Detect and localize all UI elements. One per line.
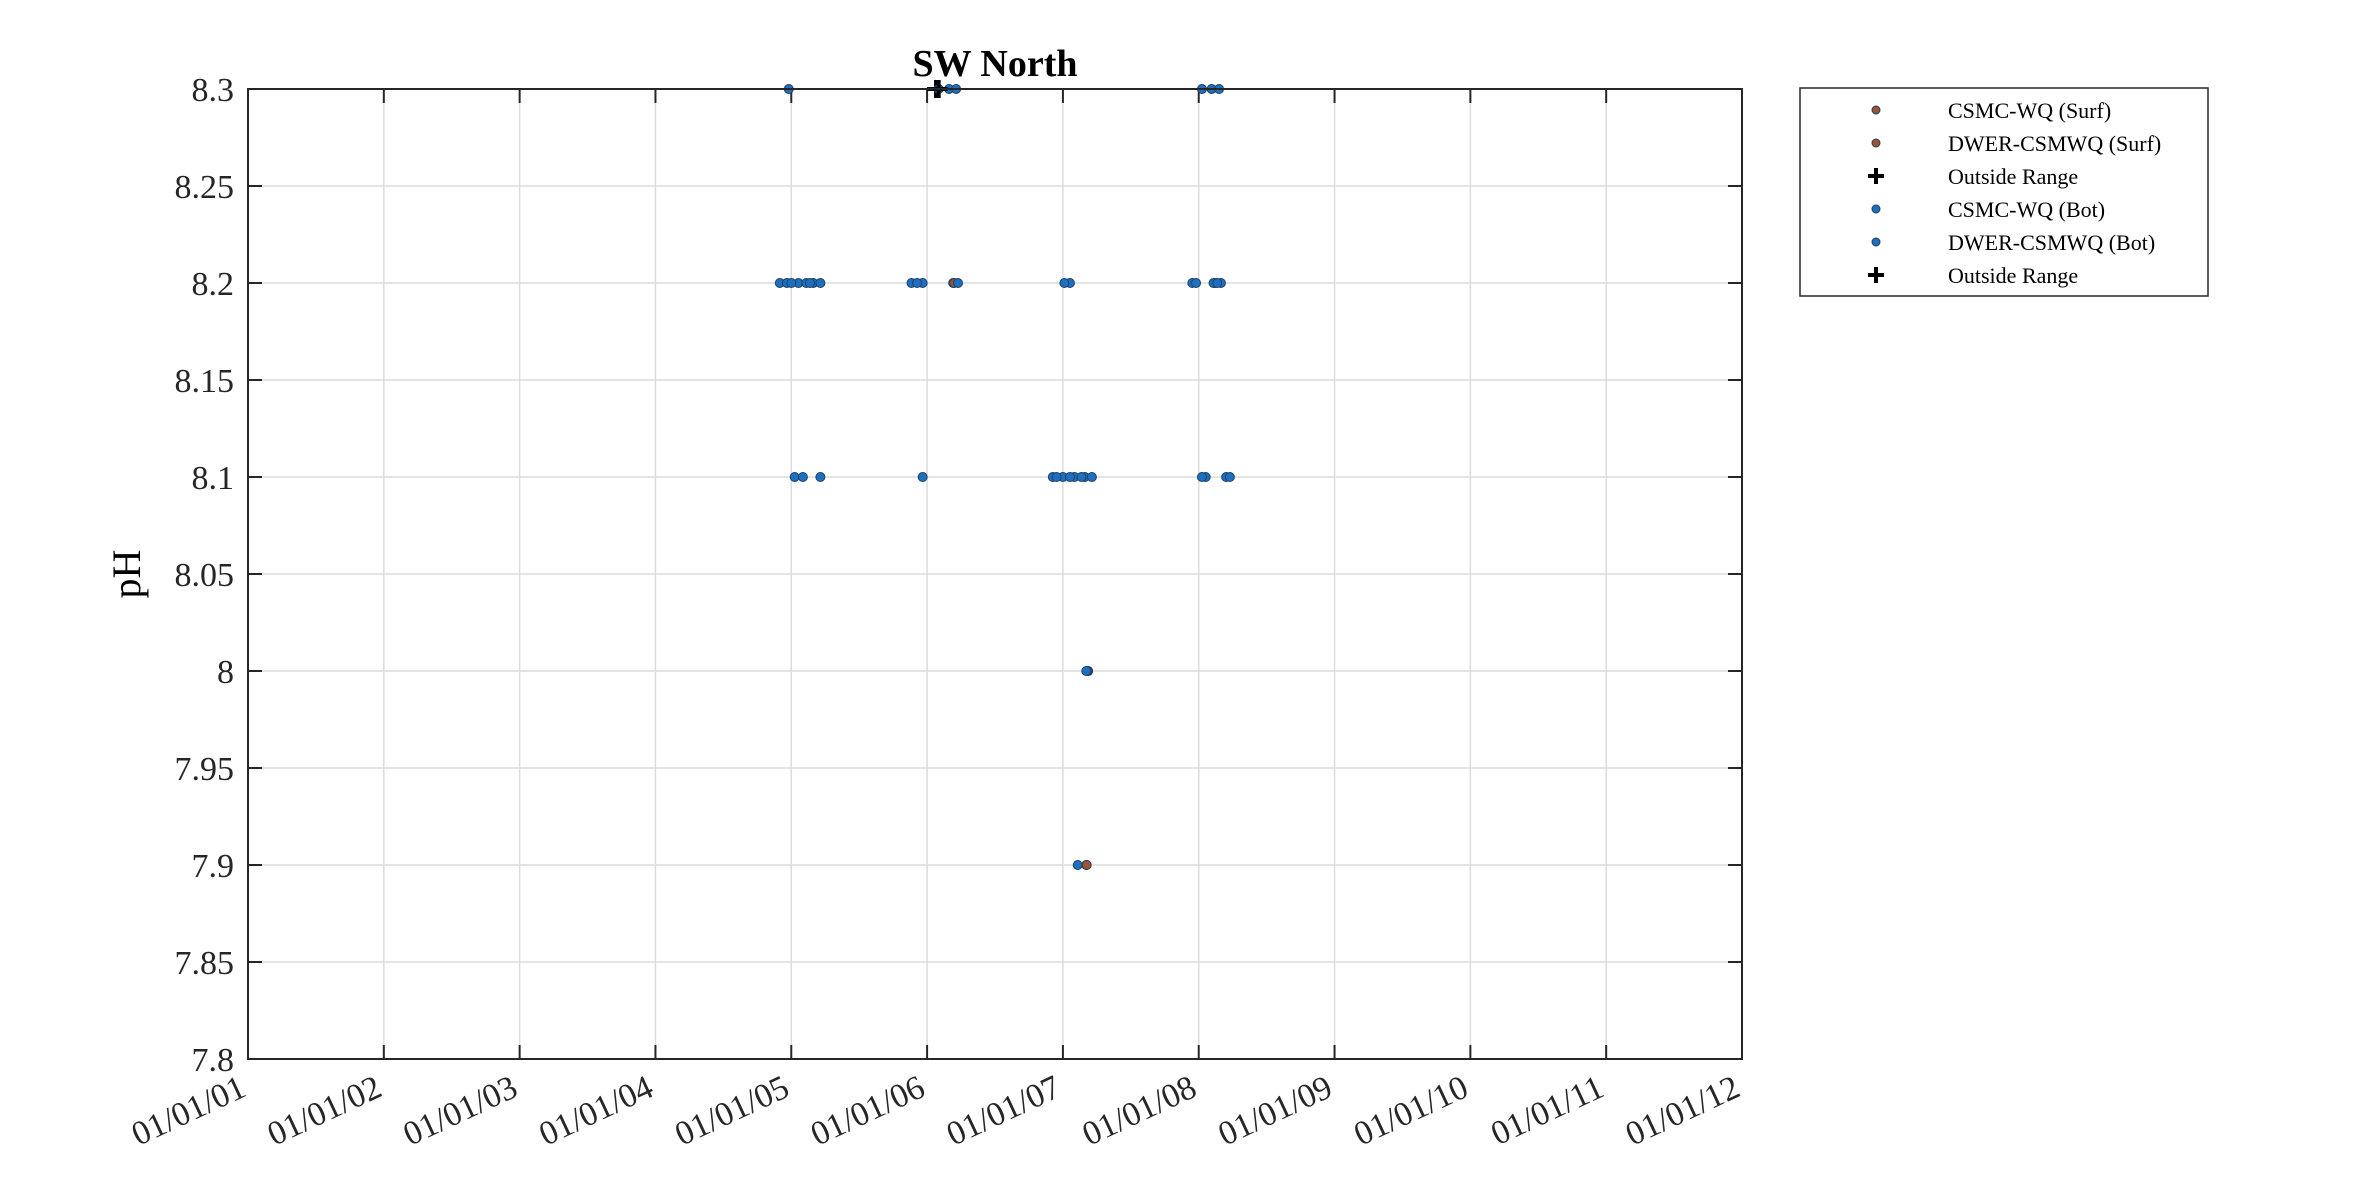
data-point — [789, 472, 800, 482]
y-tick-label: 8.05 — [175, 557, 235, 594]
legend-entry: CSMC-WQ (Surf) — [1948, 98, 2111, 123]
data-point — [1081, 666, 1092, 676]
legend-entry: Outside Range — [1948, 263, 2078, 288]
data-point — [1224, 472, 1235, 482]
data-point — [1196, 472, 1207, 482]
legend-marker — [1871, 105, 1881, 115]
x-tick-label: 01/01/03 — [398, 1069, 523, 1154]
x-tick-labels: 01/01/01 01/01/02 01/01/03 01/01/04 01/01/05… — [126, 1069, 1745, 1154]
x-tick-label: 01/01/02 — [262, 1069, 387, 1154]
data-point — [917, 472, 928, 482]
y-tick-label: 8.2 — [192, 266, 235, 303]
y-tick-label: 7.8 — [192, 1042, 235, 1079]
data-point — [1081, 860, 1092, 870]
legend-entry: DWER-CSMWQ (Bot) — [1948, 230, 2155, 255]
data-point — [815, 472, 826, 482]
x-tick-label: 01/01/10 — [1349, 1069, 1474, 1154]
data-point — [1212, 278, 1223, 288]
y-tick-label: 8.15 — [175, 363, 235, 400]
x-tick-label: 01/01/11 — [1485, 1069, 1609, 1153]
legend: CSMC-WQ (Surf) DWER-CSMWQ (Surf) Outside R… — [1799, 87, 2209, 297]
y-tick-labels: 7.8 7.85 7.9 7.95 8 8.05 8.1 8.15 8.2 8.25 8.3 — [175, 72, 235, 1079]
data-point — [786, 278, 797, 288]
data-point — [1072, 860, 1083, 870]
data-point — [1064, 472, 1075, 482]
y-tick-label: 8.1 — [192, 460, 235, 497]
data-point — [1191, 278, 1202, 288]
y-tick-label: 8.25 — [175, 169, 235, 206]
x-tick-label: 01/01/05 — [669, 1069, 794, 1154]
data-point — [804, 278, 815, 288]
data-point — [1059, 278, 1070, 288]
y-axis-label: pH — [104, 550, 149, 599]
legend-marker — [1871, 204, 1881, 214]
legend-marker — [1871, 138, 1881, 148]
data-point — [1051, 472, 1062, 482]
data-point — [952, 278, 963, 288]
legend-entry: CSMC-WQ (Bot) — [1948, 197, 2105, 222]
data-point — [1076, 472, 1087, 482]
x-tick-label: 01/01/07 — [941, 1069, 1066, 1154]
y-tick-label: 8 — [217, 654, 234, 691]
chart-title: SW North — [912, 43, 1077, 85]
data-point — [815, 278, 826, 288]
x-tick-label: 01/01/12 — [1620, 1069, 1745, 1154]
y-tick-label: 7.9 — [192, 848, 235, 885]
y-tick-label: 7.95 — [175, 751, 235, 788]
data-point — [797, 472, 808, 482]
legend-entry: DWER-CSMWQ (Surf) — [1948, 131, 2161, 156]
x-tick-label: 01/01/09 — [1213, 1069, 1338, 1154]
legend-marker — [1871, 237, 1881, 247]
legend-entry: Outside Range — [1948, 164, 2078, 189]
legend-box — [1799, 87, 2209, 297]
y-tick-label: 7.85 — [175, 945, 235, 982]
data-point — [1086, 472, 1097, 482]
x-tick-label: 01/01/06 — [805, 1069, 930, 1154]
x-tick-label: 01/01/01 — [126, 1069, 251, 1154]
data-point — [912, 278, 923, 288]
x-tick-label: 01/01/04 — [534, 1069, 659, 1154]
data-points — [774, 80, 1235, 870]
y-tick-label: 8.3 — [192, 72, 235, 109]
plot-frame — [247, 88, 1743, 1060]
x-tick-label: 01/01/08 — [1077, 1069, 1202, 1154]
grid-lines — [248, 88, 1742, 1060]
